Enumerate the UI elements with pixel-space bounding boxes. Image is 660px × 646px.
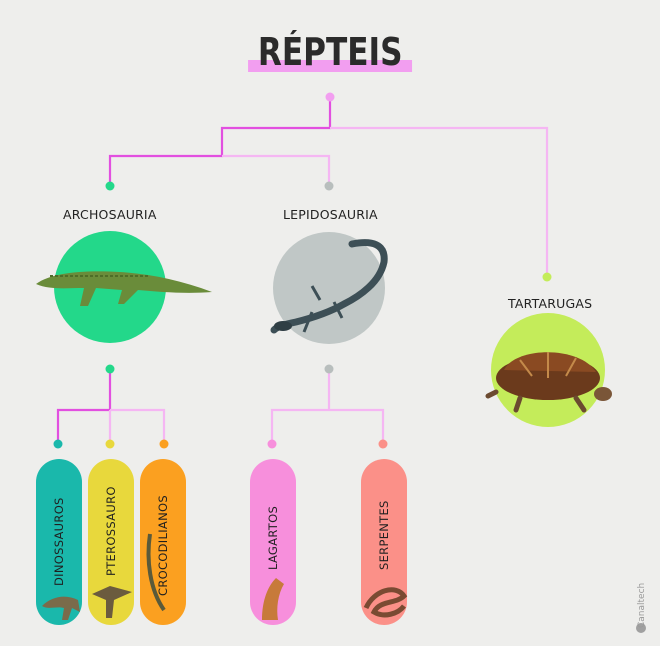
canaltech-logo-icon (636, 623, 646, 633)
page-title: RÉPTEIS (247, 30, 413, 74)
dinossauros-dot (53, 439, 63, 449)
link-root-lepidosauria (222, 154, 331, 186)
dinossauros-label: DINOSSAUROS (52, 497, 66, 586)
dinosaur-illustration (42, 596, 80, 620)
serpentes-dot (378, 439, 388, 449)
dinossauros-pill (36, 459, 82, 625)
link-lepidosauria-children (270, 370, 385, 444)
pterosaur-illustration (92, 586, 132, 618)
canaltech-watermark: Canaltech (637, 582, 647, 628)
lagartos-label: LAGARTOS (266, 505, 280, 570)
snake-illustration (363, 587, 408, 618)
lepidosauria-sub-connectors (270, 370, 385, 444)
crocodile-illustration (36, 271, 212, 306)
lagartos-dot (267, 439, 277, 449)
link-archosauria-crocodilianos (110, 408, 166, 444)
archosauria-label: ARCHOSAURIA (63, 207, 157, 222)
crocodilianos-dot (159, 439, 169, 449)
crocodilian-skull-illustration (146, 533, 166, 612)
archosauria-sub-connectors (56, 370, 166, 444)
serpentes-label: SERPENTES (377, 500, 391, 570)
tartarugas-dot (542, 272, 552, 282)
title-block: RÉPTEIS (0, 30, 660, 74)
root-connectors (108, 98, 549, 277)
lepidosauria-sub-dot (324, 364, 334, 374)
archosauria-dot (105, 181, 115, 191)
lepidosauria-circle (273, 232, 385, 344)
tartarugas-label: TARTARUGAS (508, 296, 593, 311)
lagartos-pill (250, 459, 296, 625)
pterossauro-dot (105, 439, 115, 449)
lepidosauria-label: LEPIDOSAURIA (283, 207, 378, 222)
pterossauro-label: PTEROSSAURO (104, 486, 118, 576)
link-root-tartarugas (330, 126, 549, 277)
turtle-illustration (485, 352, 612, 413)
lizard-illustration (270, 239, 388, 334)
root-dot (325, 92, 335, 102)
title-text: RÉPTEIS (257, 30, 403, 74)
archosauria-sub-dot (105, 364, 115, 374)
lepidosauria-dot (324, 181, 334, 191)
pterossauro-pill (88, 459, 134, 625)
link-archosauria-dinossauros (56, 370, 112, 444)
serpentes-pill (361, 459, 407, 625)
lizard-small-illustration (262, 578, 284, 620)
link-root-archosauria (108, 98, 332, 186)
crocodilianos-label: CROCODILIANOS (156, 495, 170, 596)
